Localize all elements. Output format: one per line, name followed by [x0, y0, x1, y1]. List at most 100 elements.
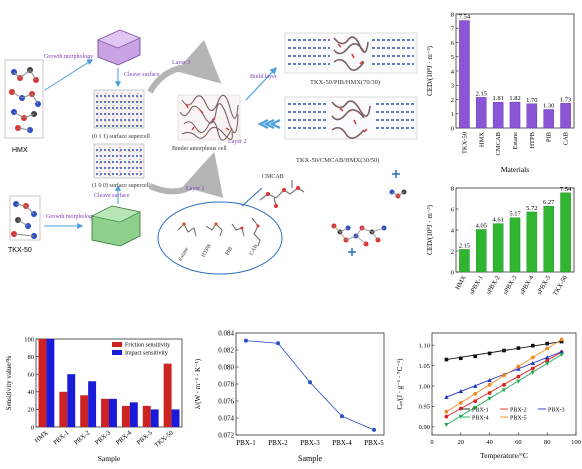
data-label: 1.81: [492, 95, 503, 102]
data-point: [372, 427, 376, 432]
data-point: [530, 366, 535, 371]
data-point: [502, 348, 506, 353]
data-point: [502, 382, 506, 387]
legend-label: Friction sensitivity: [125, 343, 170, 349]
legend-swatch: [112, 342, 122, 347]
bar: [80, 395, 89, 427]
bar: [150, 409, 159, 427]
x-tick-label: HTPB: [529, 131, 536, 148]
bar: [121, 405, 130, 427]
data-point: [473, 399, 478, 404]
heat-capacity-chart: 0.90 0.95 1.00 1.05 1.10 0 20 40 60 80 100 PBX-1 PBX…: [396, 332, 581, 460]
simulation-workflow-diagram: HMX Growth morphology Cleave surface (0 …: [4, 29, 418, 275]
supercell-bottom-label: (1 0 0) surface supercell: [92, 182, 150, 189]
y-tick-label: 0: [451, 269, 454, 276]
x-tick-label: Estane: [512, 132, 519, 149]
x-tick-label: 60: [515, 439, 522, 446]
data-point: [516, 346, 521, 350]
data-label: 2.15: [476, 90, 487, 97]
y-tick-label: 0.082: [218, 346, 234, 354]
data-point: [487, 351, 492, 356]
bar: [142, 405, 151, 427]
data-label: 5.17: [509, 211, 521, 218]
binder-cell-label: Binder amorphous cell: [172, 146, 227, 152]
x-tick-label: PBX-2: [268, 439, 288, 447]
y-tick-label: 7: [451, 26, 455, 33]
data-point: [545, 355, 550, 360]
bar: [59, 391, 68, 427]
x-tick-label: PBX-1: [52, 429, 70, 446]
y-tick-label: 0.080: [218, 363, 234, 371]
data-point: [502, 373, 506, 378]
data-point: [458, 400, 463, 405]
result-top-label: TKX-50/PIB/HMX(70/30): [310, 79, 380, 86]
x-axis-label: Materials: [501, 165, 529, 174]
data-point: [530, 355, 535, 360]
data-point: [530, 360, 535, 365]
tkx-label: TKX-50: [8, 247, 32, 254]
layer2-label: Layer 2: [228, 139, 247, 145]
data-point: [473, 354, 477, 359]
y-axis-label: Cₚ/(J · g⁻¹ · °C⁻¹): [396, 358, 404, 410]
y-tick-label: 1.00: [419, 383, 430, 390]
data-label: 4.05: [476, 222, 487, 229]
data-point: [444, 394, 449, 399]
y-tick-label: 4: [451, 68, 455, 75]
data-label: 1.73: [560, 96, 571, 103]
bar: [476, 229, 487, 273]
layer3-arrow: [147, 39, 222, 94]
y-tick-label: 5: [451, 54, 454, 61]
x-tick-label: TKX-50: [461, 132, 468, 154]
y-tick-label: 6: [451, 206, 455, 213]
bar: [476, 97, 487, 129]
y-axis-label: λ/(W · m⁻¹ · K⁻¹): [194, 358, 202, 409]
x-tick-label: sPBX-4: [519, 274, 536, 296]
x-tick-label: PBX-4: [115, 429, 134, 446]
bar: [560, 192, 571, 273]
layer3-label: Layer 3: [172, 60, 191, 66]
data-label: 4.61: [492, 217, 503, 224]
data-point: [516, 379, 521, 384]
x-axis-label: Sample: [98, 454, 121, 463]
data-point: [545, 358, 550, 363]
legend-label: PBX-5: [510, 416, 527, 422]
bar: [129, 402, 138, 427]
legend-label: PBX-2: [510, 408, 527, 414]
bar: [492, 223, 504, 273]
data-point: [545, 346, 550, 351]
data-point: [530, 370, 535, 375]
tkx50-surface-supercell: [93, 143, 145, 179]
y-tick-label: 100: [24, 336, 34, 343]
data-point: [458, 414, 463, 419]
build-layer-chevrons: [257, 119, 281, 129]
build-layer-arrow-top: [245, 66, 277, 101]
result-bottom-label: TKX-50/CMCAB/HMX(30/50): [296, 157, 379, 164]
data-point: [444, 409, 449, 414]
data-point: [559, 352, 564, 357]
x-tick-label: PBX-5: [136, 429, 154, 446]
data-label: 7.54: [560, 186, 572, 193]
bar: [509, 101, 521, 129]
data-point: [473, 383, 478, 388]
binder-label-estane: Estane: [178, 246, 191, 262]
plot-frame: [431, 332, 577, 436]
x-tick-label: PBX-1: [236, 439, 256, 447]
x-tick-label: HMX: [478, 132, 485, 147]
binder-amorphous-cell: [177, 94, 241, 141]
growth-arrow-top: [44, 59, 94, 91]
bar: [46, 339, 55, 427]
x-tick-label: 40: [486, 439, 493, 446]
bar: [171, 409, 180, 427]
data-label: 6.27: [543, 199, 555, 206]
supercell-top-label: (0 1 1) surface supercell: [92, 133, 150, 140]
cleave-surface-top-label: Cleave surface: [124, 71, 160, 78]
legend-label: Impact sensitivity: [125, 351, 168, 357]
x-tick-label: sPBX-5: [536, 275, 552, 296]
x-tick-label: 20: [458, 439, 465, 446]
y-tick-label: 0: [451, 125, 454, 132]
y-tick-label: 40: [28, 389, 35, 396]
data-point: [487, 396, 492, 401]
y-tick-label: 1.10: [419, 343, 430, 350]
data-label: 7.54: [459, 14, 471, 21]
data-point: [559, 339, 564, 344]
